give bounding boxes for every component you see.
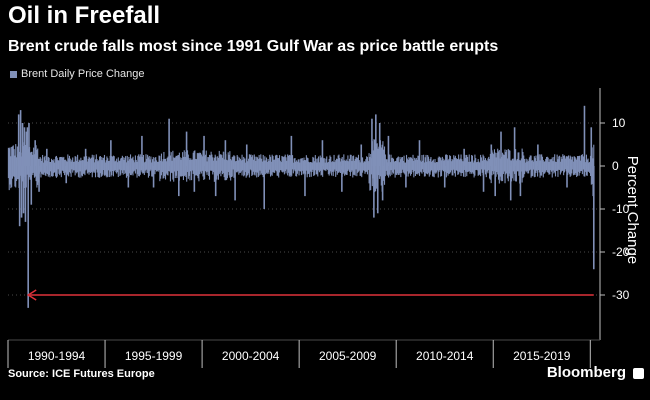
source-note: Source: ICE Futures Europe [8, 368, 155, 380]
y-tick-label: 0 [612, 159, 619, 173]
y-tick-label: 10 [612, 116, 626, 130]
annotation-layer [26, 289, 594, 301]
chart-subtitle: Brent crude falls most since 1991 Gulf W… [8, 38, 499, 55]
legend-label: Brent Daily Price Change [21, 68, 145, 80]
bloomberg-logo: Bloomberg [546, 364, 626, 381]
y-tick-label: -10 [612, 202, 630, 216]
axis-layer: 10 0 -10 -20 -30 Percent Change 1990-1994 1995-… [7, 88, 641, 368]
spike-layer [17, 105, 595, 308]
grid-layer [8, 122, 600, 296]
noise-layer [7, 139, 595, 193]
legend-swatch [10, 70, 17, 78]
y-axis-title: Percent Change [624, 156, 641, 264]
x-tick-label: 2010-2014 [416, 349, 474, 363]
x-tick-label: 1990-1994 [28, 349, 86, 363]
legend: Brent Daily Price Change [10, 68, 145, 80]
x-tick-label: 2000-2004 [222, 349, 280, 363]
chart-title: Oil in Freefall [8, 2, 161, 29]
terminal-icon [633, 368, 644, 379]
x-tick-label: 1995-1999 [125, 349, 183, 363]
y-tick-label: -20 [612, 245, 630, 259]
arrow-head [26, 289, 37, 301]
x-tick-label: 2005-2009 [319, 349, 377, 363]
y-tick-label: -30 [612, 288, 630, 302]
x-tick-label: 2015-2019 [513, 349, 571, 363]
